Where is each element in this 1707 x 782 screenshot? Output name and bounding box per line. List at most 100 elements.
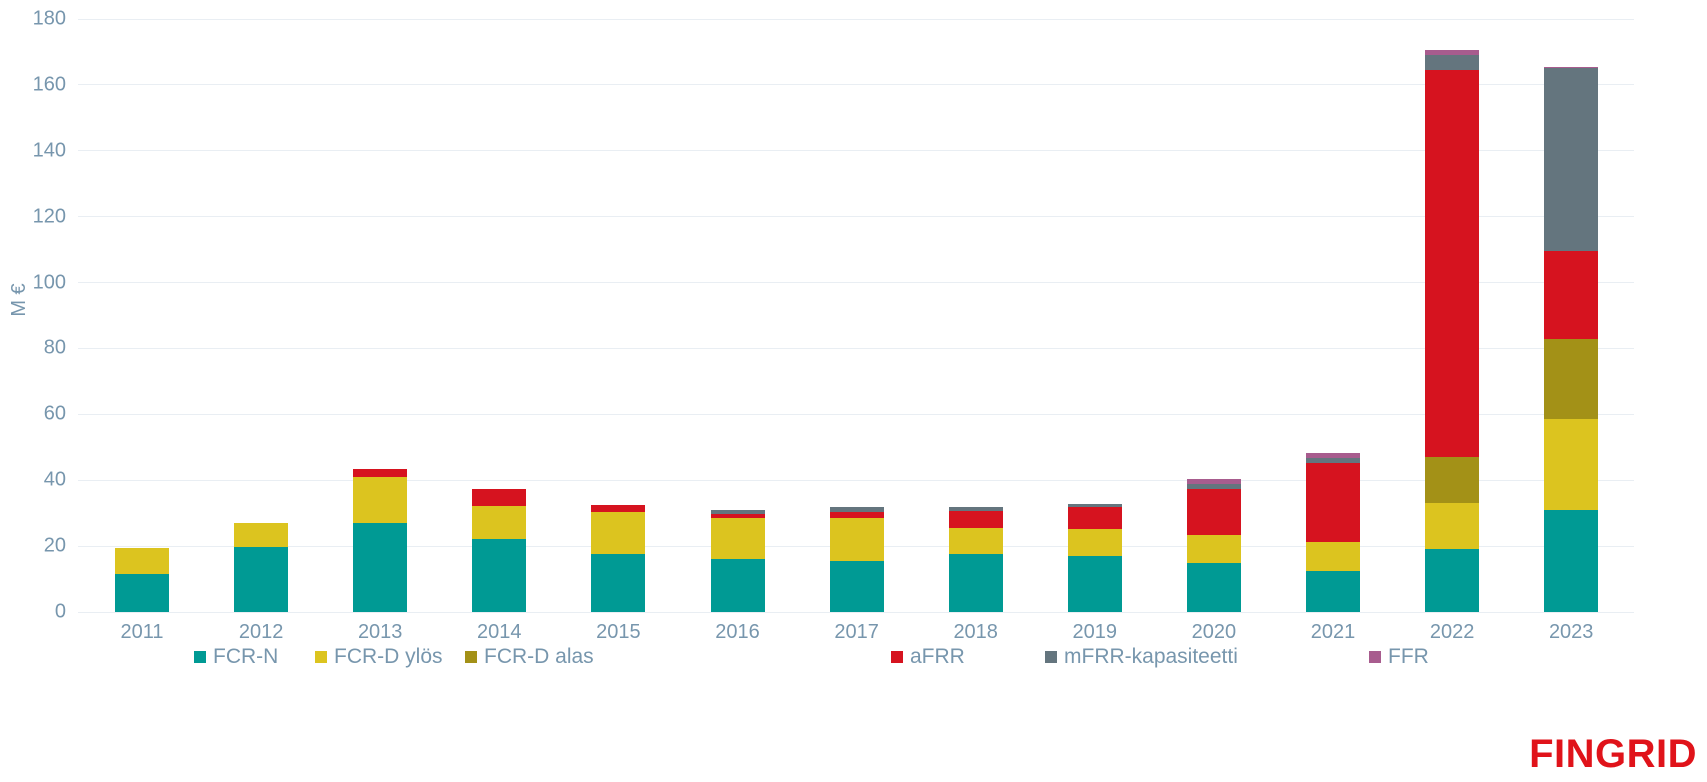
- bar-segment: [1067, 504, 1122, 507]
- x-axis-label: 2023: [1548, 621, 1594, 643]
- legend-swatch: [1045, 651, 1057, 663]
- y-tick-label: 100: [32, 271, 66, 294]
- bar-segment: [234, 547, 289, 612]
- bar-segment: [234, 523, 289, 548]
- gridline: [78, 282, 1634, 284]
- bar-segment: [1306, 452, 1360, 459]
- bar-segment: [1544, 68, 1599, 252]
- bar-segment: [1425, 503, 1480, 550]
- bar-segment: [115, 547, 169, 575]
- legend-item: FFR: [1369, 645, 1429, 669]
- bar-segment: [1186, 479, 1241, 484]
- y-tick-label: 40: [43, 468, 66, 491]
- legend-label: mFRR-kapasiteetti: [1064, 645, 1238, 668]
- bar-segment: [1425, 54, 1480, 71]
- legend-item: FCR-N: [194, 645, 278, 669]
- bar-segment: [1067, 556, 1122, 612]
- bar-segment: [472, 489, 527, 506]
- bar-segment: [1306, 458, 1360, 464]
- bar-segment: [353, 469, 408, 477]
- bar-segment: [1425, 549, 1480, 612]
- legend-label: FCR-D alas: [484, 645, 594, 668]
- bar-segment: [829, 511, 884, 519]
- bar-segment: [948, 554, 1003, 612]
- legend-swatch: [1369, 651, 1381, 663]
- bar-segment: [948, 510, 1003, 528]
- x-axis-label: 2016: [715, 621, 760, 643]
- bar-segment: [115, 574, 169, 612]
- x-axis-label: 2013: [357, 621, 403, 643]
- bar-segment: [591, 554, 646, 612]
- y-tick-label: 140: [32, 139, 66, 162]
- x-axis-label: 2011: [120, 621, 164, 643]
- y-tick-label: 20: [43, 534, 66, 557]
- bar-segment: [1186, 534, 1241, 563]
- legend-swatch: [194, 651, 206, 663]
- legend-swatch: [465, 651, 477, 663]
- x-axis-label: 2017: [834, 621, 879, 643]
- x-axis-label: 2015: [596, 621, 641, 643]
- bar-segment: [1306, 542, 1360, 571]
- bar-segment: [1306, 463, 1360, 543]
- x-axis-label: 2020: [1191, 621, 1237, 643]
- bar-segment: [472, 505, 527, 539]
- x-axis-label: 2018: [953, 621, 998, 643]
- y-tick-label: 160: [32, 73, 66, 96]
- bar-segment: [1186, 483, 1241, 490]
- bar-segment: [1186, 562, 1241, 612]
- gridline: [78, 479, 1634, 481]
- legend-label: aFRR: [910, 645, 965, 668]
- fingrid-logo: FINGRID: [1529, 732, 1697, 776]
- bar-segment: [1425, 70, 1480, 458]
- legend: FCR-N FCR-D ylös FCR-D alas aFRR mFRR-kapasi…: [0, 645, 1707, 671]
- bar-segment: [353, 523, 408, 612]
- bar-segment: [710, 513, 765, 519]
- bar-segment: [591, 504, 646, 512]
- y-tick-label: 80: [43, 336, 66, 359]
- legend-label: FCR-N: [213, 645, 279, 668]
- bar-segment: [710, 518, 765, 560]
- x-axis-label: 2014: [477, 621, 522, 643]
- gridline: [78, 18, 1634, 20]
- bar-segment: [710, 559, 765, 612]
- bar-segment: [829, 507, 884, 512]
- bar-segment: [1186, 489, 1241, 535]
- y-axis-title: M €: [8, 283, 30, 317]
- x-axis-label: 2021: [1310, 621, 1356, 643]
- bar-segment: [1306, 570, 1360, 612]
- y-tick-label: 60: [43, 402, 66, 425]
- gridline: [78, 347, 1634, 349]
- bar-segment: [710, 509, 765, 514]
- legend-item: FCR-D ylös: [315, 645, 443, 669]
- legend-item: aFRR: [891, 645, 965, 669]
- bar-segment: [1544, 66, 1599, 69]
- bar-segment: [353, 476, 408, 524]
- legend-item: mFRR-kapasiteetti: [1045, 645, 1238, 669]
- plot-area: 0 20 40 60 80 100 120 140 160 180 2011 2012 2013 2014…: [33, 8, 1634, 643]
- bar-segment: [1425, 457, 1480, 504]
- bar-segment: [1067, 529, 1122, 556]
- bar-segment: [1544, 509, 1599, 612]
- gridline: [78, 216, 1634, 218]
- bar-segment: [948, 507, 1003, 511]
- x-axis-label: 2012: [238, 621, 284, 643]
- bar-segment: [1544, 251, 1599, 339]
- gridline: [78, 84, 1634, 86]
- gridline: [78, 413, 1634, 415]
- x-axis-label: 2019: [1072, 621, 1118, 643]
- bar-segment: [1544, 338, 1599, 420]
- legend-item: FCR-D alas: [465, 645, 594, 669]
- bar-segment: [1425, 49, 1480, 55]
- bar-segment: [948, 528, 1003, 555]
- bar-segment: [591, 511, 646, 555]
- bar-segment: [472, 538, 527, 612]
- legend-label: FCR-D ylös: [334, 645, 443, 668]
- gridline: [78, 611, 1634, 613]
- legend-label: FFR: [1388, 645, 1429, 668]
- gridline: [78, 150, 1634, 152]
- bar-segment: [829, 518, 884, 561]
- y-tick-label: 120: [32, 205, 66, 228]
- legend-swatch: [891, 651, 903, 663]
- y-tick-label: 0: [54, 600, 66, 623]
